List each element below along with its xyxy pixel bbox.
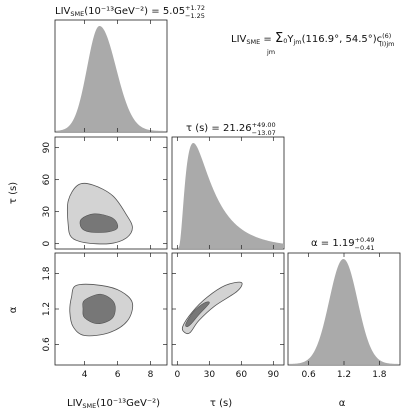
title-alpha: α = 1.19+0.49 −0.41 — [311, 236, 375, 252]
xtick-label-alpha: 0.6 — [301, 370, 316, 380]
xtick-label-liv: 8 — [148, 370, 154, 380]
ytick-label-tau: 90 — [42, 142, 52, 154]
marginal-liv — [55, 26, 167, 131]
contour-liv-tau-outer — [66, 182, 133, 245]
ytick-label-tau: 30 — [42, 206, 52, 218]
xtick-label-tau: 0 — [174, 370, 180, 380]
contour-liv-tau-inner — [79, 213, 119, 233]
xtick-label-tau: 30 — [204, 370, 216, 380]
marginal-alpha — [288, 259, 400, 364]
model-annotation: LIVSME = Σ0Yjm(116.9°, 54.5°)c(6) (I)jm — [231, 31, 395, 48]
xlabel-tau: τ (s) — [210, 398, 232, 409]
contour-liv-alpha-inner — [82, 293, 116, 325]
panel-frame-0-0 — [54, 19, 168, 133]
model-sigma-sub: jm — [266, 48, 275, 56]
plot-marks — [55, 26, 400, 364]
xtick-label-tau: 60 — [236, 370, 248, 380]
xtick-label-liv: 4 — [82, 370, 88, 380]
ytick-label-alpha: 0.6 — [42, 337, 52, 352]
contour-tau-alpha-outer — [181, 281, 243, 335]
ytick-label-tau: 0 — [42, 241, 52, 247]
xlabel-liv: LIVSME(10⁻¹³GeV⁻²) — [67, 398, 160, 410]
xtick-label-tau: 90 — [268, 370, 280, 380]
title-tau: τ (s) = 21.26+49.00 −13.07 — [186, 121, 276, 137]
marginal-tau — [172, 143, 284, 248]
panel-frame-1-0 — [54, 136, 168, 250]
ylabel-tau: τ (s) — [8, 182, 19, 204]
xtick-label-alpha: 1.2 — [337, 370, 351, 380]
panel-frame-1-1 — [171, 136, 285, 250]
ylabel-alpha: α — [8, 306, 19, 313]
contour-tau-alpha-inner — [185, 301, 210, 327]
tick-layer: 4 6 8 0 30 60 90 0.6 1.2 1.8 0 30 60 90 0.6 1.2 1.8 — [42, 20, 387, 380]
xtick-label-alpha: 1.8 — [372, 370, 387, 380]
ytick-label-alpha: 1.2 — [42, 302, 52, 316]
xtick-label-liv: 6 — [115, 370, 121, 380]
ytick-label-alpha: 1.8 — [42, 266, 52, 281]
ytick-label-tau: 60 — [42, 174, 52, 186]
title-liv: LIVSME(10⁻¹³GeV⁻²) = 5.05+1.72 −1.25 — [55, 4, 205, 20]
panel-frame-2-1 — [171, 252, 285, 366]
xlabel-alpha: α — [339, 398, 346, 409]
